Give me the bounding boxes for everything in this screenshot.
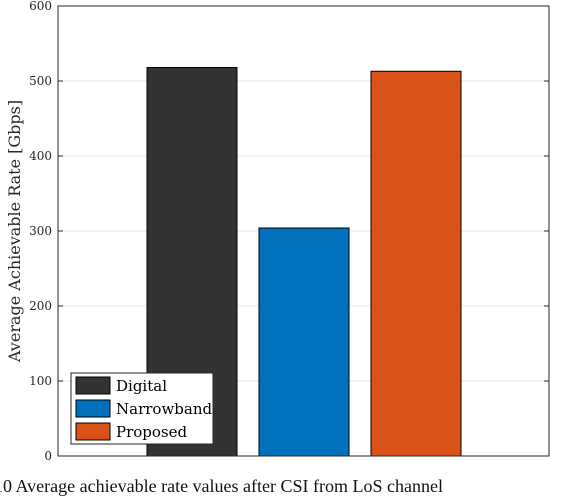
legend-label-digital: Digital — [116, 377, 167, 395]
bars — [146, 67, 462, 457]
legend: Digital Narrowband Proposed — [70, 372, 214, 445]
bar-chart: 0 100 200 300 400 500 600 Average Achievable R… — [5, 0, 550, 463]
legend-swatch-digital — [75, 376, 111, 395]
y-axis-label: Average Achievable Rate [Gbps] — [5, 100, 24, 363]
y-tick-label: 600 — [29, 0, 52, 13]
legend-swatch-narrowband — [75, 399, 111, 418]
y-tick-label: 100 — [29, 374, 52, 388]
y-ticks: 0 100 200 300 400 500 600 — [29, 0, 549, 463]
y-tick-label: 400 — [29, 149, 52, 163]
y-tick-label: 300 — [29, 224, 52, 238]
legend-swatch-proposed — [75, 422, 111, 441]
legend-label-narrowband: Narrowband — [116, 400, 212, 418]
bar-proposed — [370, 70, 462, 457]
bar-narrowband — [258, 227, 350, 457]
figure-caption: 10 Average achievable rate values after … — [0, 476, 443, 496]
y-tick-label: 0 — [44, 449, 52, 463]
y-tick-label: 500 — [29, 74, 52, 88]
legend-label-proposed: Proposed — [116, 423, 188, 441]
y-tick-label: 200 — [29, 299, 52, 313]
